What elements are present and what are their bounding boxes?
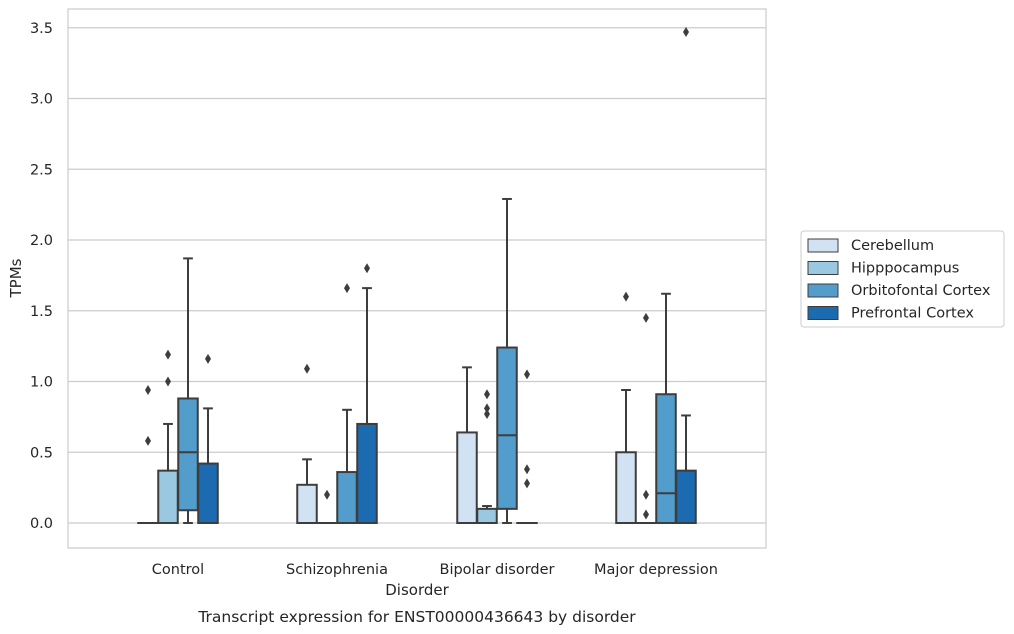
box-iqr xyxy=(615,451,637,524)
box-0-1 xyxy=(157,349,179,524)
outlier-point xyxy=(484,403,490,414)
legend-label: Prefrontal Cortex xyxy=(851,306,974,322)
legend-label: Orbitofontal Cortex xyxy=(851,283,991,299)
x-tick-label: Bipolar disorder xyxy=(440,562,555,578)
outlier-point xyxy=(364,263,370,274)
box-iqr xyxy=(197,462,219,525)
outlier-point xyxy=(484,409,490,420)
box-iqr xyxy=(296,483,318,525)
outlier-point xyxy=(524,369,530,380)
box-2-0 xyxy=(456,366,478,524)
legend-label: Hipppocampus xyxy=(851,261,959,277)
box-1-2 xyxy=(336,283,358,524)
box-2-3 xyxy=(516,369,538,525)
outlier-point xyxy=(344,283,350,294)
y-tick-label: 0.0 xyxy=(30,516,53,532)
legend-label: Cerebellum xyxy=(851,238,934,254)
y-tick-label: 3.5 xyxy=(30,21,53,37)
y-tick-labels: 0.0 0.5 1.0 1.5 2.0 2.5 3.0 3.5 xyxy=(30,21,53,532)
x-tick-label: Major depression xyxy=(594,562,718,578)
box-1-3 xyxy=(356,263,378,525)
legend: Cerebellum Hipppocampus Orbitofontal Corte… xyxy=(800,230,1005,328)
legend-frame xyxy=(800,230,1005,328)
box-2-1 xyxy=(476,389,498,525)
box-3-3 xyxy=(675,26,697,524)
outlier-point xyxy=(304,363,310,374)
x-tick-label: Control xyxy=(152,562,204,578)
outlier-point xyxy=(484,389,490,400)
outlier-point xyxy=(683,26,689,37)
outlier-point xyxy=(205,353,211,364)
outlier-point xyxy=(643,312,649,323)
legend-swatch xyxy=(807,306,839,320)
box-series xyxy=(137,26,697,525)
legend-swatch xyxy=(807,238,839,253)
box-iqr xyxy=(157,469,179,524)
x-tick-labels: Control Schizophrenia Bipolar disorder Majo… xyxy=(152,562,718,578)
outlier-point xyxy=(643,509,649,520)
figure-caption: Transcript expression for ENST0000043664… xyxy=(197,608,636,626)
outlier-point xyxy=(145,435,151,446)
box-3-0 xyxy=(615,291,637,524)
outlier-point xyxy=(145,384,151,395)
y-tick-label: 3.0 xyxy=(30,92,53,108)
box-1-0 xyxy=(296,363,318,525)
outlier-point xyxy=(524,464,530,475)
plot-frame xyxy=(67,8,767,549)
y-tick-label: 2.0 xyxy=(30,233,53,249)
y-tick-label: 1.0 xyxy=(30,375,53,391)
outlier-point xyxy=(524,478,530,489)
x-axis-label: Disorder xyxy=(385,581,449,599)
box-iqr xyxy=(177,397,199,512)
y-tick-label: 1.5 xyxy=(30,304,53,320)
legend-swatch xyxy=(807,283,839,298)
outlier-point xyxy=(165,349,171,360)
box-3-2 xyxy=(655,292,677,524)
y-axis-label: TPMs xyxy=(7,258,25,298)
box-iqr xyxy=(496,346,518,510)
outlier-point xyxy=(643,489,649,500)
box-0-3 xyxy=(197,353,219,525)
box-iqr xyxy=(336,471,358,524)
box-0-2 xyxy=(177,257,199,524)
legend-swatch xyxy=(807,261,839,275)
y-tick-label: 0.5 xyxy=(30,445,53,461)
y-tick-label: 2.5 xyxy=(30,162,53,178)
box-iqr xyxy=(356,422,378,525)
box-iqr xyxy=(655,393,677,524)
x-tick-label: Schizophrenia xyxy=(286,562,388,578)
box-iqr xyxy=(476,507,498,525)
box-2-2 xyxy=(496,197,518,524)
box-iqr xyxy=(675,469,697,524)
box-iqr xyxy=(456,431,478,524)
outlier-point xyxy=(623,291,629,302)
outlier-point xyxy=(324,489,330,500)
outlier-point xyxy=(165,376,171,387)
